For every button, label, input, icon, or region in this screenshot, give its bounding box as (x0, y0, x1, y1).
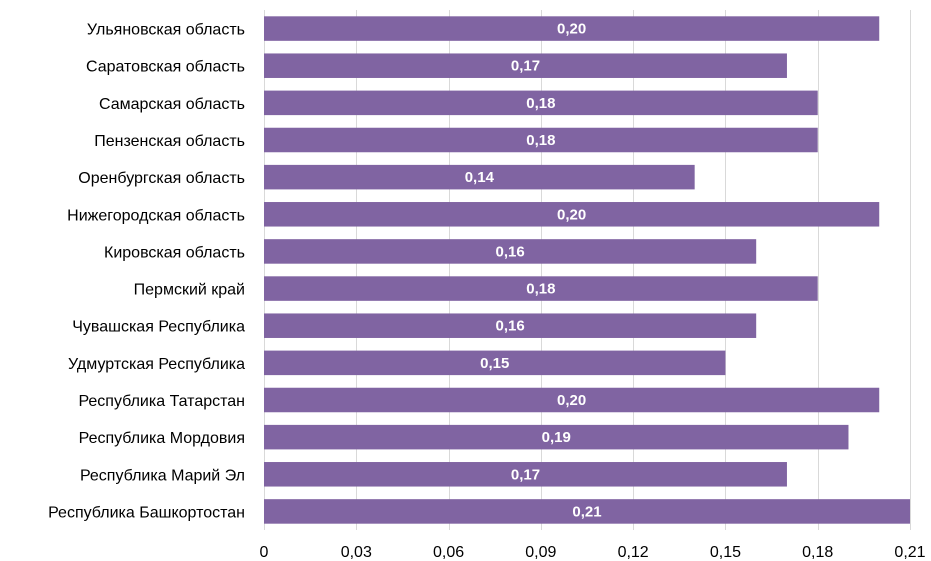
data-label: 0,16 (495, 318, 524, 335)
category-label: Чувашская Республика (72, 319, 245, 336)
gridlines (264, 10, 911, 530)
category-label: Республика Мордовия (79, 430, 245, 447)
data-label: 0,20 (557, 21, 586, 38)
data-label: 0,21 (572, 503, 601, 520)
x-tick-label: 0,12 (618, 544, 649, 561)
category-label: Кировская область (104, 244, 245, 261)
bar (264, 239, 757, 264)
category-label: Оренбургская область (78, 170, 245, 187)
bar (264, 313, 757, 338)
category-labels: Ульяновская область Саратовская область Са… (48, 22, 245, 522)
category-label: Пермский край (134, 282, 245, 299)
data-label: 0,18 (526, 132, 555, 149)
category-label: Республика Марий Эл (80, 467, 245, 484)
category-label: Республика Татарстан (78, 393, 245, 410)
data-label: 0,17 (511, 58, 540, 75)
x-tick-label: 0,15 (710, 544, 741, 561)
data-label: 0,19 (542, 429, 571, 446)
x-tick-label: 0,18 (802, 544, 833, 561)
bar (264, 164, 695, 190)
data-label: 0,14 (465, 169, 495, 186)
bars: 0,20 0,17 0,18 0,18 0,14 0,20 0,16 0,18 0,16 0,15… (264, 16, 910, 524)
bar (264, 16, 880, 41)
x-tick-label: 0,21 (894, 544, 925, 561)
category-label: Нижегородская область (67, 207, 245, 224)
category-label: Республика Башкортостан (48, 504, 245, 521)
category-label: Пензенская область (94, 133, 245, 150)
bar (264, 276, 818, 301)
data-label: 0,15 (480, 355, 509, 372)
x-tick-label: 0,09 (525, 544, 556, 561)
data-label: 0,20 (557, 206, 586, 223)
data-label: 0,17 (511, 466, 540, 483)
bar (264, 127, 818, 153)
data-label: 0,20 (557, 392, 586, 409)
x-tick-label: 0,06 (433, 544, 464, 561)
category-label: Ульяновская область (87, 22, 245, 39)
bar (264, 350, 726, 376)
bar (264, 53, 787, 78)
x-tick-label: 0 (260, 544, 269, 561)
data-label: 0,18 (526, 95, 555, 112)
bar (264, 462, 787, 487)
category-label: Саратовская область (86, 59, 245, 76)
bar (264, 90, 818, 116)
x-tick-label: 0,03 (341, 544, 372, 561)
x-axis-tick-labels: 0 0,03 0,06 0,09 0,12 0,15 0,18 0,21 (260, 544, 926, 561)
data-label: 0,16 (495, 243, 524, 260)
category-label: Удмуртская Республика (68, 356, 245, 373)
bar (264, 424, 849, 450)
bar (264, 499, 910, 524)
bar (264, 387, 880, 413)
bar (264, 202, 880, 227)
data-label: 0,18 (526, 281, 555, 298)
category-label: Самарская область (99, 96, 245, 113)
